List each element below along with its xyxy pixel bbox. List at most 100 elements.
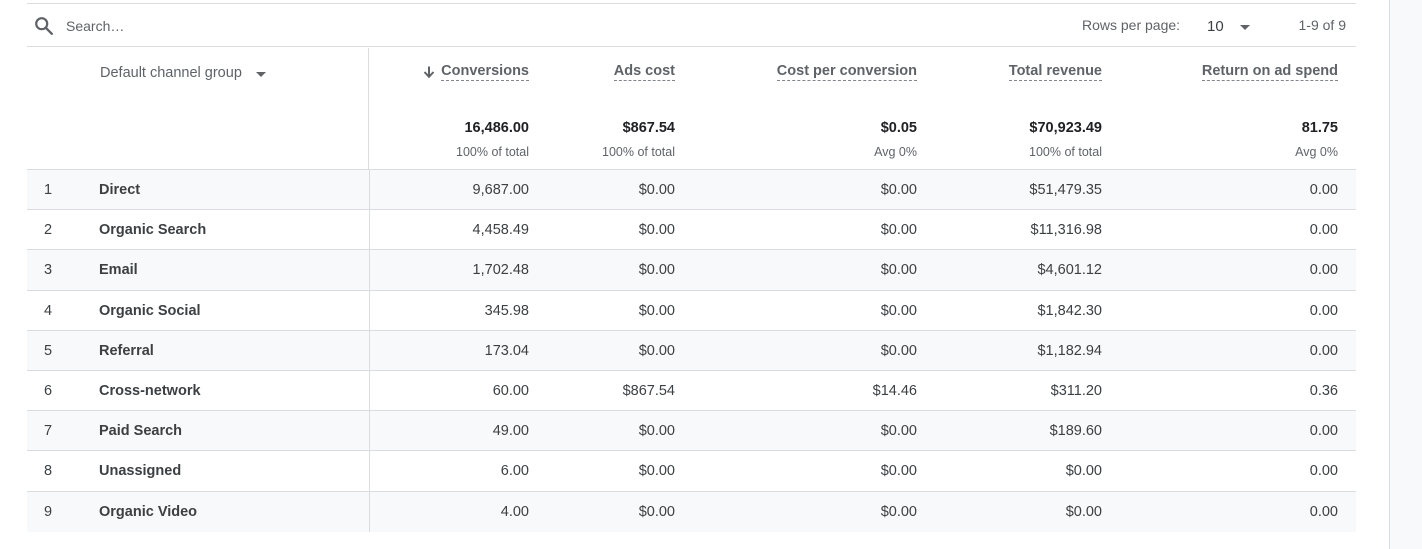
column-header-roas: Return on ad spend 81.75 Avg 0% <box>1102 48 1338 170</box>
row-index: 5 <box>44 342 53 359</box>
channel-name[interactable]: Referral <box>99 342 154 359</box>
cell-conversions: 6.00 <box>500 463 529 480</box>
channel-name[interactable]: Paid Search <box>99 423 183 440</box>
column-total-conversions: 16,486.00 <box>464 120 529 136</box>
cell-cost-per-conversion: $0.00 <box>880 423 917 440</box>
cell-cost-per-conversion: $0.00 <box>880 182 917 198</box>
cell-conversions: 9,687.00 <box>472 182 529 198</box>
row-index: 3 <box>44 262 53 279</box>
cell-conversions: 345.98 <box>484 302 529 319</box>
cell-ads-cost: $0.00 <box>638 342 675 359</box>
row-index: 2 <box>44 222 53 239</box>
cell-roas: 0.00 <box>1309 503 1338 520</box>
cell-roas: 0.00 <box>1309 423 1338 440</box>
rows-per-page-select[interactable]: 10 <box>1207 14 1250 38</box>
table-row: 7 Paid Search 49.00 $0.00 $0.00 $189.60 … <box>27 411 1356 452</box>
column-title-total-revenue[interactable]: Total revenue <box>1008 63 1102 81</box>
cell-cost-per-conversion: $0.00 <box>880 222 917 239</box>
cell-cost-per-conversion: $0.00 <box>880 262 917 279</box>
channel-name[interactable]: Organic Search <box>99 222 207 239</box>
column-header-ads-cost: Ads cost $867.54 100% of total <box>529 48 675 170</box>
cell-ads-cost: $0.00 <box>638 463 675 480</box>
table-row: 9 Organic Video 4.00 $0.00 $0.00 $0.00 0… <box>27 491 1356 532</box>
column-subtotal-conversions: 100% of total <box>456 145 529 159</box>
column-divider <box>369 411 370 451</box>
table-row: 4 Organic Social 345.98 $0.00 $0.00 $1,8… <box>27 290 1356 331</box>
cell-total-revenue: $0.00 <box>1065 463 1102 480</box>
column-divider <box>369 250 370 290</box>
table-row: 1 Direct 9,687.00 $0.00 $0.00 $51,479.35… <box>27 170 1356 211</box>
column-title-conversions[interactable]: Conversions <box>441 63 529 81</box>
table-row: 6 Cross-network 60.00 $867.54 $14.46 $31… <box>27 370 1356 412</box>
cell-roas: 0.36 <box>1309 382 1338 399</box>
table-row: 5 Referral 173.04 $0.00 $0.00 $1,182.94 … <box>27 330 1356 371</box>
channel-name[interactable]: Direct <box>99 182 141 198</box>
cell-total-revenue: $1,842.30 <box>1037 302 1102 319</box>
column-divider <box>369 451 370 491</box>
table-header: Default channel group Conversions 16,486… <box>27 48 1356 170</box>
row-index: 9 <box>44 503 53 520</box>
channel-name[interactable]: Cross-network <box>99 382 201 399</box>
chevron-down-icon <box>255 71 266 77</box>
row-index: 4 <box>44 302 53 319</box>
chevron-down-icon <box>1239 24 1250 30</box>
cell-cost-per-conversion: $0.00 <box>880 463 917 480</box>
cell-conversions: 49.00 <box>492 423 529 440</box>
cell-total-revenue: $51,479.35 <box>1029 182 1102 198</box>
dimension-selector[interactable]: Default channel group <box>100 65 266 81</box>
channel-name[interactable]: Organic Social <box>99 302 201 319</box>
column-title-cost-per-conversion[interactable]: Cost per conversion <box>776 63 917 81</box>
column-divider <box>369 370 370 411</box>
search-icon[interactable] <box>33 15 55 37</box>
cell-ads-cost: $0.00 <box>638 302 675 319</box>
row-index: 6 <box>44 382 53 399</box>
cell-conversions: 173.04 <box>484 342 529 359</box>
channel-name[interactable]: Email <box>99 262 138 279</box>
search-input[interactable] <box>66 14 466 38</box>
column-total-total-revenue: $70,923.49 <box>1029 120 1102 136</box>
table-body: 1 Direct 9,687.00 $0.00 $0.00 $51,479.35… <box>27 170 1356 532</box>
cell-cost-per-conversion: $0.00 <box>880 503 917 520</box>
column-divider <box>369 170 370 210</box>
cell-cost-per-conversion: $0.00 <box>880 342 917 359</box>
column-title-ads-cost[interactable]: Ads cost <box>613 63 675 81</box>
dimension-header-cell: Default channel group <box>27 48 369 170</box>
channel-name[interactable]: Unassigned <box>99 463 182 480</box>
cell-cost-per-conversion: $14.46 <box>872 382 917 399</box>
cell-roas: 0.00 <box>1309 342 1338 359</box>
cell-total-revenue: $0.00 <box>1065 503 1102 520</box>
column-total-roas: 81.75 <box>1301 120 1338 136</box>
cell-ads-cost: $0.00 <box>638 222 675 239</box>
cell-conversions: 60.00 <box>492 382 529 399</box>
cell-total-revenue: $4,601.12 <box>1037 262 1102 279</box>
column-divider <box>369 210 370 250</box>
column-header-conversions: Conversions 16,486.00 100% of total <box>369 48 529 170</box>
row-index: 8 <box>44 463 53 480</box>
column-subtotal-roas: Avg 0% <box>1295 145 1338 159</box>
row-index: 1 <box>44 182 53 198</box>
cell-cost-per-conversion: $0.00 <box>880 302 917 319</box>
dimension-label: Default channel group <box>100 65 242 81</box>
row-index: 7 <box>44 423 53 440</box>
table-row: 8 Unassigned 6.00 $0.00 $0.00 $0.00 0.00 <box>27 451 1356 492</box>
column-total-ads-cost: $867.54 <box>622 120 675 136</box>
cell-total-revenue: $189.60 <box>1049 423 1102 440</box>
rows-per-page-label: Rows per page: <box>1082 17 1181 33</box>
table-row: 3 Email 1,702.48 $0.00 $0.00 $4,601.12 0… <box>27 250 1356 291</box>
column-header-cost-per-conversion: Cost per conversion $0.05 Avg 0% <box>675 48 917 170</box>
cell-total-revenue: $311.20 <box>1050 382 1102 399</box>
table-row: 2 Organic Search 4,458.49 $0.00 $0.00 $1… <box>27 210 1356 251</box>
channel-name[interactable]: Organic Video <box>99 503 198 520</box>
top-divider <box>27 3 1356 4</box>
sort-descending-icon[interactable] <box>422 65 436 79</box>
column-title-roas[interactable]: Return on ad spend <box>1201 63 1338 81</box>
cell-total-revenue: $1,182.94 <box>1037 342 1102 359</box>
cell-conversions: 1,702.48 <box>472 262 529 279</box>
cell-roas: 0.00 <box>1309 302 1338 319</box>
column-total-cost-per-conversion: $0.05 <box>880 120 917 136</box>
cell-ads-cost: $0.00 <box>638 262 675 279</box>
cell-conversions: 4.00 <box>500 503 529 520</box>
column-divider <box>369 290 370 330</box>
cell-conversions: 4,458.49 <box>472 222 529 239</box>
cell-roas: 0.00 <box>1309 222 1338 239</box>
